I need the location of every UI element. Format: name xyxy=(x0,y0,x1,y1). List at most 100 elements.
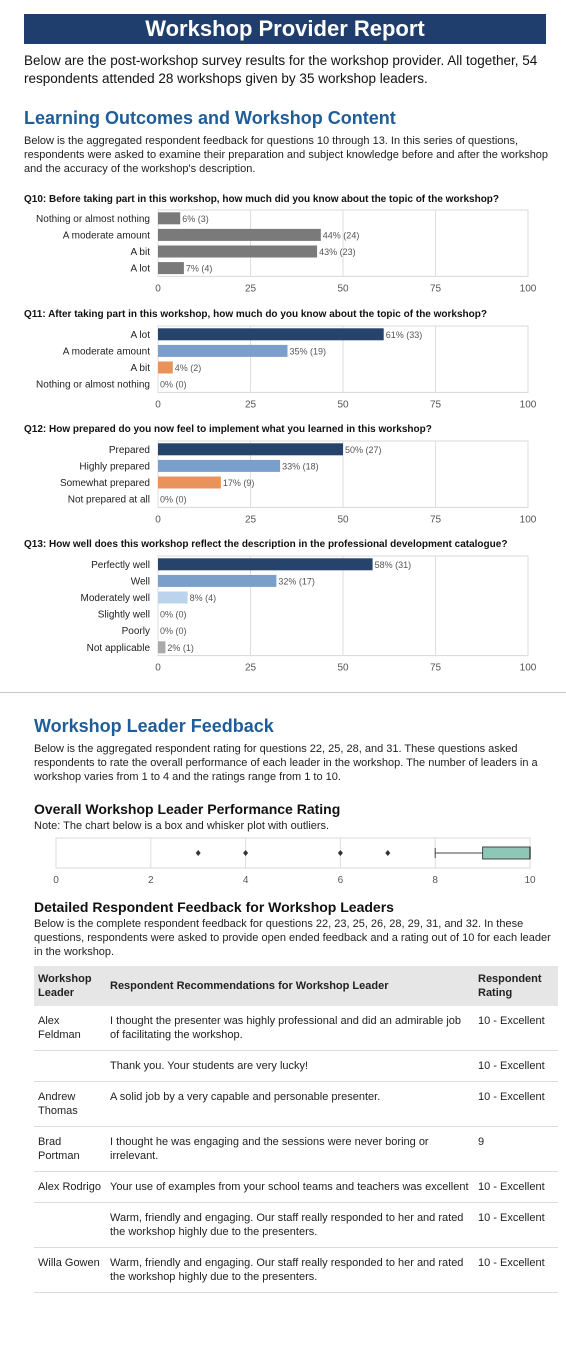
data-label-well: 32% (17) xyxy=(278,576,315,586)
feedback-table: Workshop Leader Respondent Recommendatio… xyxy=(34,966,558,1293)
rating: 10 - Excellent xyxy=(474,1247,558,1293)
box-tick-label: 4 xyxy=(243,875,249,886)
leader-name: Alex Rodrigo xyxy=(34,1171,106,1203)
column-header-recommendations: Respondent Recommendations for Workshop … xyxy=(106,966,474,1006)
tick-label: 50 xyxy=(337,663,349,674)
recommendation: Your use of examples from your school te… xyxy=(106,1171,474,1203)
table-row: Thank you. Your students are very lucky!… xyxy=(34,1050,558,1082)
box-tick-label: 2 xyxy=(148,875,154,886)
section-divider xyxy=(0,692,566,693)
tick-label: 25 xyxy=(245,399,257,410)
rating: 10 - Excellent xyxy=(474,1081,558,1127)
q11-title: Q11: After taking part in this workshop,… xyxy=(24,309,487,320)
recommendation: Warm, friendly and engaging. Our staff r… xyxy=(106,1247,474,1293)
q13-title: Q13: How well does this workshop reflect… xyxy=(24,539,508,550)
category-label-highly-prepared: Highly prepared xyxy=(79,461,150,472)
leader-feedback-description: Below is the aggregated respondent ratin… xyxy=(34,743,538,783)
leader-name: Andrew Thomas xyxy=(34,1081,106,1127)
bar-a-bit xyxy=(158,361,173,374)
tick-label: 75 xyxy=(430,514,442,525)
data-label-perfectly-well: 58% (31) xyxy=(375,560,412,570)
category-label-a-lot: A lot xyxy=(131,264,151,275)
outlier-point xyxy=(195,850,201,856)
data-label-nothing-or-almost-nothing: 0% (0) xyxy=(160,380,187,390)
outlier-point xyxy=(337,850,343,856)
data-label-a-bit: 43% (23) xyxy=(319,247,356,257)
rating: 10 - Excellent xyxy=(474,1050,558,1082)
interquartile-box xyxy=(482,846,531,860)
rating: 9 xyxy=(474,1126,558,1172)
recommendation: I thought the presenter was highly profe… xyxy=(106,1006,474,1051)
q12-bar-chart: 0 25 50 75 100 Prepared 50% (27) Highly prepare… xyxy=(60,440,537,525)
tick-label: 75 xyxy=(430,663,442,674)
box-tick-label: 8 xyxy=(432,875,438,886)
box-plot-note: Note: The chart below is a box and whisk… xyxy=(34,820,330,832)
tick-label: 0 xyxy=(155,283,161,294)
report-intro: Below are the post-workshop survey resul… xyxy=(24,53,538,86)
q13-bar-chart: 0 25 50 75 100 Perfectly well 58% (31) Well 32% … xyxy=(81,555,537,674)
data-label-a-moderate-amount: 35% (19) xyxy=(290,346,327,356)
recommendation: Thank you. Your students are very lucky! xyxy=(106,1050,474,1082)
rating: 10 - Excellent xyxy=(474,1202,558,1248)
category-label-perfectly-well: Perfectly well xyxy=(91,560,150,571)
bar-moderately-well xyxy=(158,591,188,604)
table-row: Willa Gowen Warm, friendly and engaging.… xyxy=(34,1247,558,1293)
data-label-moderately-well: 8% (4) xyxy=(190,593,217,603)
data-label-a-lot: 61% (33) xyxy=(386,330,423,340)
data-label-not-applicable: 2% (1) xyxy=(167,643,194,653)
q11-chart: 0 25 50 75 100 A lot 61% (33) A moderate amount… xyxy=(0,324,566,418)
data-label-a-lot: 7% (4) xyxy=(186,264,213,274)
report-title: Workshop Provider Report xyxy=(24,14,546,44)
table-row: Andrew Thomas A solid job by a very capa… xyxy=(34,1081,558,1127)
tick-label: 100 xyxy=(520,283,537,294)
box-tick-label: 6 xyxy=(338,875,344,886)
outlier-point xyxy=(385,850,391,856)
tick-label: 25 xyxy=(245,283,257,294)
recommendation: Warm, friendly and engaging. Our staff r… xyxy=(106,1202,474,1248)
bar-a-lot xyxy=(158,262,184,275)
column-header-leader: Workshop Leader xyxy=(34,966,106,1006)
tick-label: 50 xyxy=(337,283,349,294)
tick-label: 75 xyxy=(430,283,442,294)
box-plot-title: Overall Workshop Leader Performance Rati… xyxy=(34,801,341,817)
category-label-a-bit: A bit xyxy=(131,363,151,374)
leader-feedback-heading: Workshop Leader Feedback xyxy=(34,716,274,736)
category-label-a-moderate-amount: A moderate amount xyxy=(63,346,150,357)
outlier-point xyxy=(243,850,249,856)
q10-bar-chart: 0 25 50 75 100 Nothing or almost nothing 6% (3… xyxy=(36,209,537,294)
tick-label: 75 xyxy=(430,399,442,410)
leader-name: Alex Feldman xyxy=(34,1006,106,1051)
bar-well xyxy=(158,574,277,587)
tick-label: 0 xyxy=(155,399,161,410)
tick-label: 25 xyxy=(245,514,257,525)
q10-title: Q10: Before taking part in this workshop… xyxy=(24,194,500,205)
learning-heading: Learning Outcomes and Workshop Content xyxy=(24,108,396,128)
data-label-prepared: 50% (27) xyxy=(345,445,382,455)
tick-label: 50 xyxy=(337,514,349,525)
category-label-not-prepared-at-all: Not prepared at all xyxy=(68,495,150,506)
bar-a-moderate-amount xyxy=(158,228,321,241)
category-label-nothing-or-almost-nothing: Nothing or almost nothing xyxy=(36,380,150,391)
bar-highly-prepared xyxy=(158,459,281,472)
data-label-a-moderate-amount: 44% (24) xyxy=(323,230,360,240)
box-plot-chart: 0 2 4 6 8 10 xyxy=(0,834,566,890)
table-row: Warm, friendly and engaging. Our staff r… xyxy=(34,1202,558,1248)
q10-chart: 0 25 50 75 100 Nothing or almost nothing 6% (3… xyxy=(0,208,566,302)
category-label-nothing-or-almost-nothing: Nothing or almost nothing xyxy=(36,214,150,225)
detailed-heading: Detailed Respondent Feedback for Worksho… xyxy=(34,899,394,915)
leader-name: Brad Portman xyxy=(34,1126,106,1172)
performance-box-plot: 0 2 4 6 8 10 xyxy=(53,837,536,886)
data-label-somewhat-prepared: 17% (9) xyxy=(223,478,255,488)
tick-label: 0 xyxy=(155,514,161,525)
rating: 10 - Excellent xyxy=(474,1006,558,1051)
table-row: Brad Portman I thought he was engaging a… xyxy=(34,1126,558,1172)
rating: 10 - Excellent xyxy=(474,1171,558,1203)
box-tick-label: 0 xyxy=(53,875,59,886)
q13-chart: 0 25 50 75 100 Perfectly well 58% (31) Well 32% … xyxy=(0,554,566,682)
recommendation: A solid job by a very capable and person… xyxy=(106,1081,474,1127)
bar-somewhat-prepared xyxy=(158,476,221,489)
q12-title: Q12: How prepared do you now feel to imp… xyxy=(24,424,432,435)
table-row: Alex Feldman I thought the presenter was… xyxy=(34,1006,558,1051)
tick-label: 100 xyxy=(520,514,537,525)
feedback-table-header: Workshop Leader Respondent Recommendatio… xyxy=(34,966,558,1006)
